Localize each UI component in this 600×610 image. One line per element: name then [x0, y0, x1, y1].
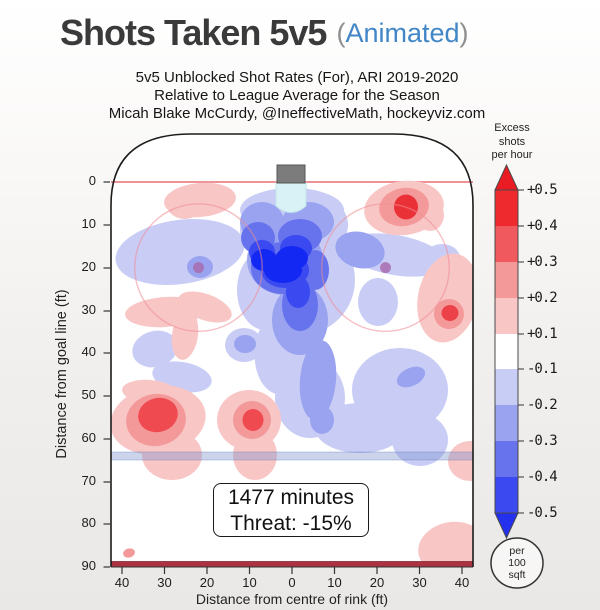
x-axis-label: Distance from centre of rink (ft) [195, 591, 389, 607]
y-tick-80: 80 [81, 515, 96, 530]
contour-hot-level-1 [111, 180, 473, 567]
contour-cold-level-5 [251, 246, 308, 283]
cb-tick-n05: -0.5 [527, 505, 558, 521]
faceoff-circle-right [321, 203, 450, 333]
minutes-value: 1477 minutes [227, 486, 355, 509]
faceoff-dot-left [193, 262, 204, 274]
colorbar-label-line-3: per hour [491, 149, 533, 161]
cb-tick-p05: +0.5 [527, 182, 558, 198]
cb-tick-n03: -0.3 [527, 433, 558, 449]
subtitle-line-1: 5v5 Unblocked Shot Rates (For), ARI 2019… [135, 69, 459, 86]
x-tick-40: 40 [454, 575, 470, 590]
unit-badge: per 100 sqft [492, 545, 542, 581]
faceoff-circle-left [134, 203, 263, 333]
y-tick-50: 50 [81, 387, 96, 402]
unit-line-1: per [509, 545, 525, 557]
colorbar [494, 163, 524, 540]
x-tick-0: 0 [288, 575, 296, 590]
x-tick-n40: 40 [114, 575, 130, 590]
x-tick-20: 20 [369, 575, 385, 590]
cb-tick-p04: +0.4 [527, 218, 558, 234]
colorbar-tick-marks [518, 189, 524, 514]
goal-crease [275, 182, 307, 213]
cb-tick-p03: +0.3 [527, 254, 558, 270]
faceoff-dot-right [380, 262, 391, 274]
y-tick-20: 20 [81, 259, 96, 274]
goal-net [276, 164, 306, 184]
y-tick-30: 30 [81, 302, 96, 317]
center-red-line [111, 561, 473, 567]
colorbar-under-arrow [494, 512, 519, 540]
unit-line-2: 100 [508, 557, 526, 569]
y-axis-label: Distance from goal line (ft) [54, 289, 70, 459]
animated-paren-close: ) [459, 18, 469, 48]
cb-tick-p01: +0.1 [527, 326, 558, 342]
y-tick-60: 60 [81, 430, 96, 445]
x-tick-n10: 10 [242, 575, 257, 590]
cb-tick-n04: -0.4 [527, 469, 558, 485]
y-tick-90: 90 [81, 558, 96, 573]
colorbar-over-arrow [494, 163, 519, 191]
colorbar-label: Excess shots per hour [472, 122, 552, 163]
x-tick-10: 10 [327, 575, 342, 590]
y-axis-ticks [103, 181, 110, 568]
subtitle-line-2: Relative to League Average for the Seaso… [154, 87, 440, 104]
blue-line [111, 451, 473, 461]
x-tick-n20: 20 [199, 575, 215, 590]
stats-annotation-box: 1477 minutes Threat: -15% [213, 483, 369, 537]
colorbar-label-line-1: Excess [494, 122, 530, 134]
rink-outline [110, 133, 474, 567]
x-tick-n30: 30 [157, 575, 172, 590]
y-tick-10: 10 [81, 216, 96, 231]
y-tick-70: 70 [81, 473, 96, 488]
title-text: Shots Taken 5v5 [60, 12, 327, 53]
cb-tick-n01: -0.1 [527, 361, 558, 377]
unit-badge-circle [490, 537, 544, 589]
x-axis-ticks [121, 567, 463, 574]
subtitle-line-3: Micah Blake McCurdy, @IneffectiveMath, h… [108, 105, 486, 122]
colorbar-label-line-2: shots [498, 135, 526, 148]
cb-tick-n02: -0.2 [527, 397, 558, 413]
chart-subtitle: 5v5 Unblocked Shot Rates (For), ARI 2019… [0, 69, 594, 123]
animated-link[interactable]: Animated [345, 18, 460, 48]
y-tick-0: 0 [88, 173, 96, 188]
x-tick-30: 30 [412, 575, 427, 590]
animated-paren-open: ( [336, 18, 346, 48]
page-title: Shots Taken 5v5 (Animated) [60, 12, 469, 54]
y-tick-40: 40 [81, 344, 96, 359]
unit-line-3: sqft [508, 569, 526, 581]
threat-value: Threat: -15% [230, 512, 352, 535]
cb-tick-p02: +0.2 [527, 290, 558, 306]
